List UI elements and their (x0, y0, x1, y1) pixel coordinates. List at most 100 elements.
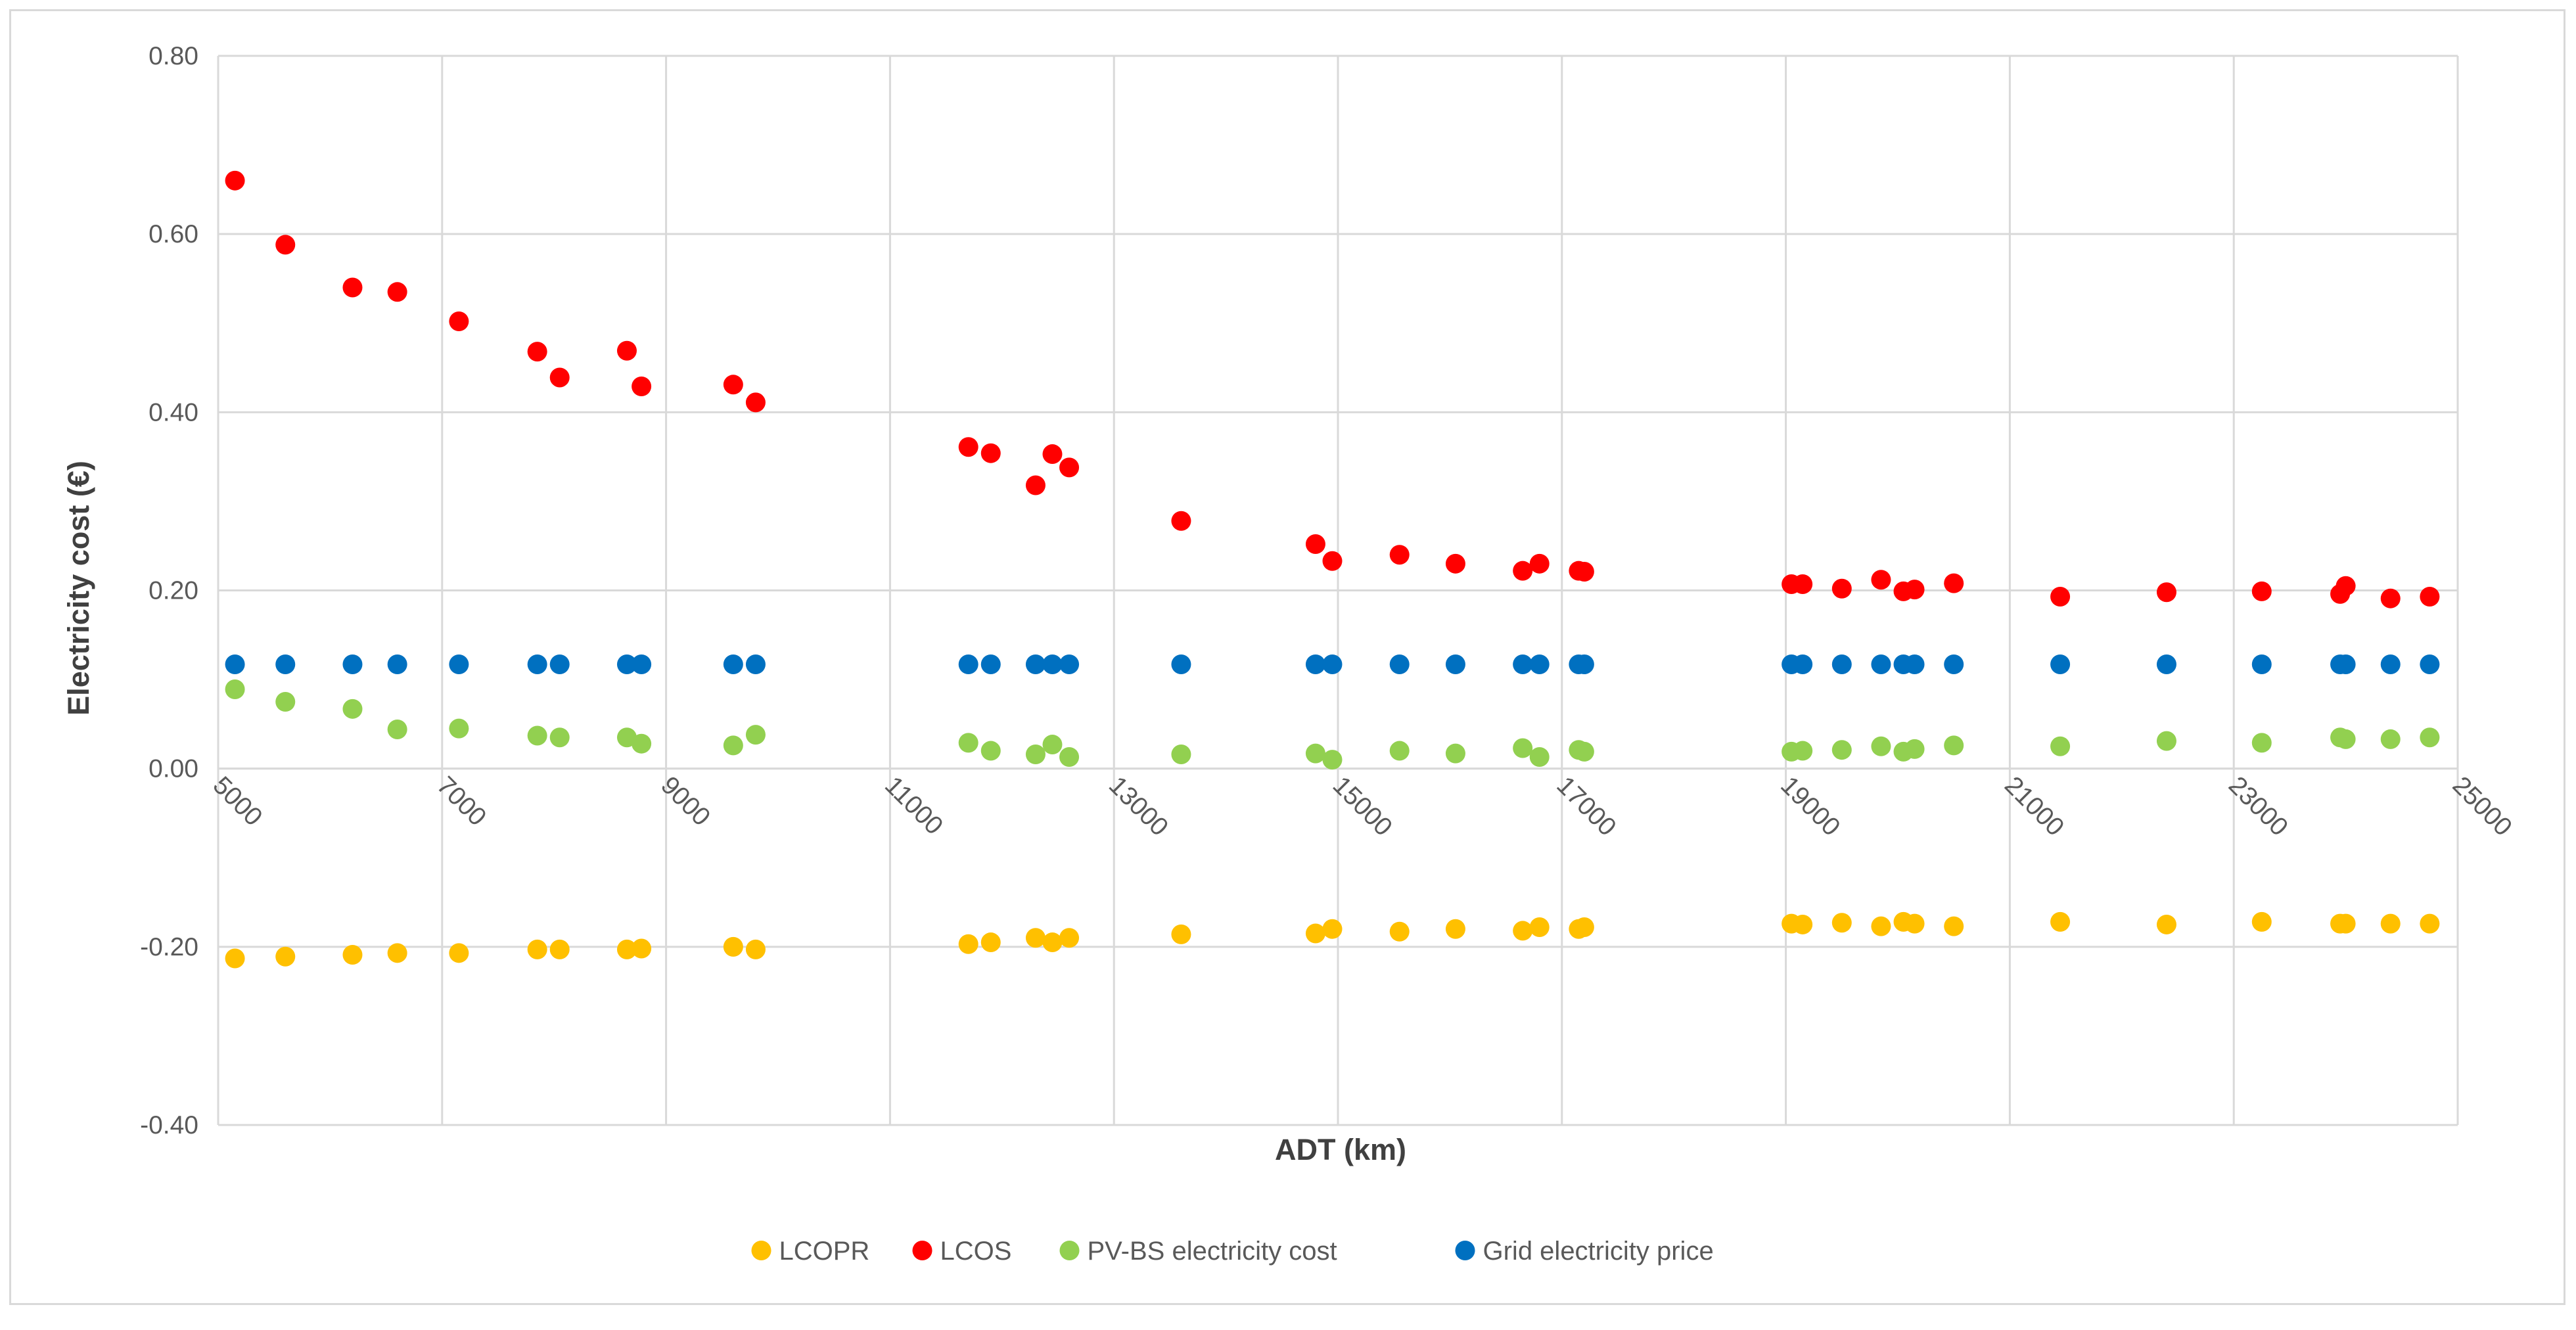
point-lcos (449, 311, 469, 332)
point-grid-electricity-price (1389, 654, 1410, 675)
point-lcos (2380, 588, 2401, 608)
point-lcopr (1871, 916, 1891, 936)
point-grid-electricity-price (2335, 654, 2356, 675)
point-grid-electricity-price (387, 654, 407, 675)
point-lcos (2335, 576, 2356, 596)
point-grid-electricity-price (1059, 654, 1080, 675)
point-lcos (275, 235, 296, 255)
point-pv-bs-electricity-cost (1904, 739, 1925, 759)
point-lcopr (1513, 921, 1533, 941)
point-pv-bs-electricity-cost (1042, 735, 1063, 755)
point-grid-electricity-price (2420, 654, 2440, 675)
point-grid-electricity-price (616, 654, 637, 675)
point-pv-bs-electricity-cost (2251, 733, 2272, 753)
point-pv-bs-electricity-cost (632, 733, 652, 754)
point-lcos (1831, 578, 1852, 599)
y-tick-label: -0.40 (140, 1111, 198, 1139)
point-pv-bs-electricity-cost (549, 727, 570, 748)
legend-marker-lcos (912, 1241, 932, 1260)
point-grid-electricity-price (958, 654, 978, 675)
point-lcopr (449, 943, 469, 963)
point-lcos (2156, 582, 2176, 603)
point-pv-bs-electricity-cost (1944, 735, 1964, 756)
point-pv-bs-electricity-cost (1445, 743, 1465, 764)
x-tick-label: 7000 (431, 771, 492, 832)
point-pv-bs-electricity-cost (2380, 729, 2401, 749)
point-grid-electricity-price (449, 654, 469, 675)
point-grid-electricity-price (1871, 654, 1891, 675)
point-lcos (1025, 475, 1046, 495)
point-pv-bs-electricity-cost (387, 720, 407, 740)
y-tick-label: 0.40 (149, 398, 198, 426)
legend-label-lcos: LCOS (940, 1237, 1012, 1266)
point-pv-bs-electricity-cost (1059, 747, 1080, 768)
point-lcos (1574, 562, 1594, 582)
point-lcopr (1389, 921, 1410, 942)
point-grid-electricity-price (1445, 654, 1465, 675)
point-lcos (527, 342, 547, 362)
legend-marker-lcopr (751, 1241, 771, 1260)
point-grid-electricity-price (1944, 654, 1964, 675)
point-pv-bs-electricity-cost (342, 699, 363, 719)
point-lcopr (1042, 932, 1063, 953)
point-lcos (342, 277, 363, 298)
point-lcos (1305, 534, 1325, 554)
point-grid-electricity-price (745, 654, 766, 675)
point-pv-bs-electricity-cost (449, 718, 469, 739)
point-grid-electricity-price (549, 654, 570, 675)
x-tick-label: 5000 (208, 771, 268, 832)
point-pv-bs-electricity-cost (1025, 744, 1046, 764)
point-grid-electricity-price (527, 654, 547, 675)
point-grid-electricity-price (342, 654, 363, 675)
point-lcopr (745, 939, 766, 959)
point-lcopr (723, 936, 743, 957)
legend-label-lcopr: LCOPR (779, 1237, 870, 1266)
point-pv-bs-electricity-cost (225, 679, 245, 699)
point-lcopr (1305, 923, 1325, 944)
point-lcopr (2156, 914, 2176, 934)
y-tick-label: -0.20 (140, 933, 198, 961)
point-lcopr (527, 939, 547, 959)
gridlines (217, 55, 2459, 1126)
point-grid-electricity-price (1793, 654, 1813, 675)
chart-frame (9, 9, 2565, 1305)
point-pv-bs-electricity-cost (1389, 741, 1410, 761)
point-pv-bs-electricity-cost (723, 735, 743, 756)
point-grid-electricity-price (1904, 654, 1925, 675)
point-pv-bs-electricity-cost (1529, 747, 1550, 768)
point-lcopr (632, 938, 652, 959)
point-lcopr (549, 939, 570, 959)
point-lcos (1529, 553, 1550, 574)
point-grid-electricity-price (1025, 654, 1046, 675)
y-tick-label: 0.80 (149, 42, 198, 70)
point-lcopr (275, 946, 296, 967)
point-lcopr (1529, 917, 1550, 938)
point-lcopr (980, 932, 1001, 953)
point-lcos (1322, 551, 1343, 571)
legend-label-pv-bs-electricity-cost: PV-BS electricity cost (1088, 1237, 1337, 1266)
point-lcos (1171, 511, 1191, 531)
point-lcos (958, 437, 978, 457)
point-lcopr (2335, 913, 2356, 934)
legend: LCOPR LCOS PV-BS electricity cost Grid elec… (751, 1237, 1714, 1266)
point-lcopr (1944, 916, 1964, 936)
point-lcos (1944, 573, 1964, 593)
y-tick-label: 0.20 (149, 577, 198, 605)
point-pv-bs-electricity-cost (2420, 727, 2440, 748)
y-tick-label: 0.00 (149, 755, 198, 783)
point-lcos (1042, 444, 1063, 465)
point-lcos (632, 377, 652, 397)
point-grid-electricity-price (2380, 654, 2401, 675)
point-pv-bs-electricity-cost (958, 733, 978, 753)
point-grid-electricity-price (1322, 654, 1343, 675)
point-grid-electricity-price (1042, 654, 1063, 675)
point-pv-bs-electricity-cost (980, 741, 1001, 761)
point-lcos (745, 392, 766, 413)
legend-marker-pv-bs-electricity-cost (1059, 1241, 1080, 1260)
point-lcopr (1059, 928, 1080, 948)
point-pv-bs-electricity-cost (1871, 736, 1891, 756)
point-pv-bs-electricity-cost (745, 725, 766, 745)
point-lcopr (1574, 917, 1594, 938)
point-grid-electricity-price (1574, 654, 1594, 675)
